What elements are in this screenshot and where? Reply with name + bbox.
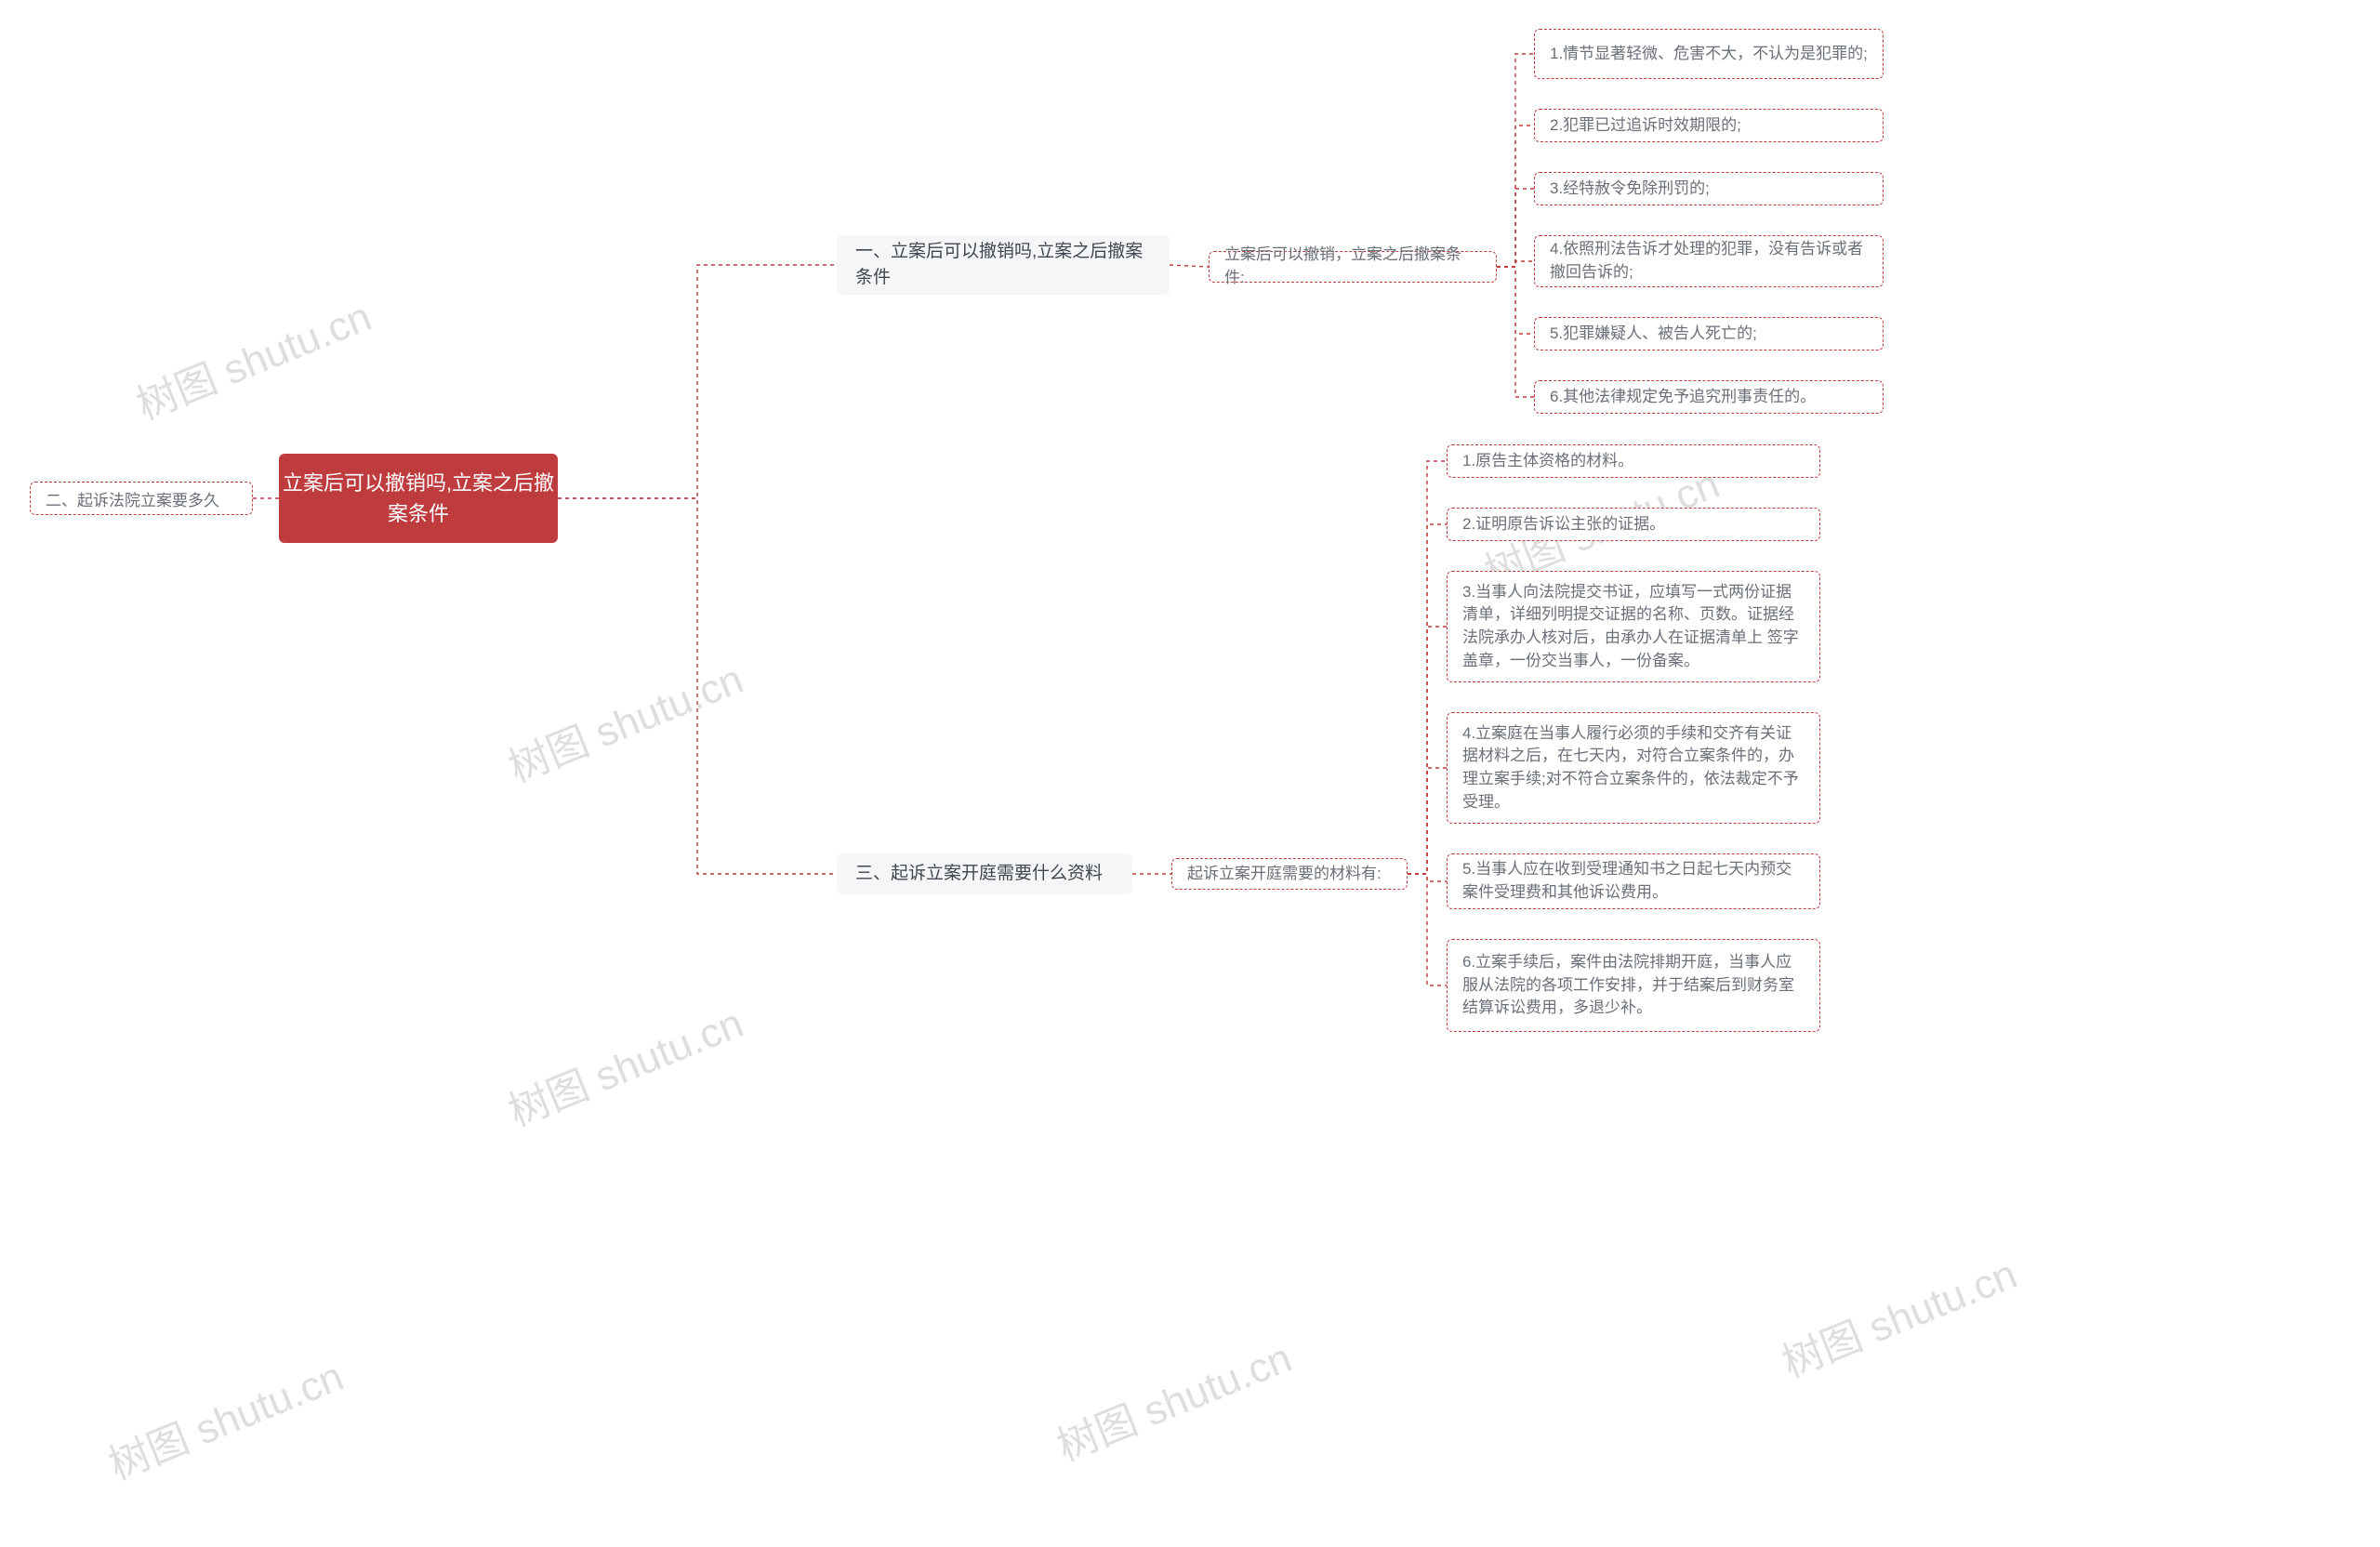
leaf-label: 3.经特赦令免除刑罚的; [1550, 178, 1710, 201]
root-node: 立案后可以撤销吗,立案之后撤案条件 [279, 454, 558, 543]
watermark: 树图 shutu.cn [1772, 1241, 2024, 1389]
mindmap-canvas: { "colors": { "root_bg": "#bf3c3e", "roo… [0, 0, 2380, 1547]
leaf-node: 2.犯罪已过追诉时效期限的; [1534, 109, 1884, 142]
leaf-node: 5.当事人应在收到受理通知书之日起七天内预交案件受理费和其他诉讼费用。 [1447, 853, 1820, 909]
branch1-mid-node: 立案后可以撤销，立案之后撤案条件: [1209, 251, 1497, 283]
mid-label: 起诉立案开庭需要的材料有: [1187, 863, 1382, 886]
leaf-node: 5.犯罪嫌疑人、被告人死亡的; [1534, 317, 1884, 350]
branch3-mid-node: 起诉立案开庭需要的材料有: [1171, 858, 1408, 890]
leaf-label: 1.原告主体资格的材料。 [1462, 450, 1633, 473]
leaf-node: 4.依照刑法告诉才处理的犯罪，没有告诉或者撤回告诉的; [1534, 235, 1884, 287]
watermark: 树图 shutu.cn [498, 646, 750, 794]
leaf-node: 6.立案手续后，案件由法院排期开庭，当事人应服从法院的各项工作安排，并于结案后到… [1447, 939, 1820, 1032]
branch-label: 一、立案后可以撤销吗,立案之后撤案条件 [855, 239, 1151, 292]
leaf-label: 4.依照刑法告诉才处理的犯罪，没有告诉或者撤回告诉的; [1550, 238, 1868, 284]
leaf-label: 2.犯罪已过追诉时效期限的; [1550, 114, 1741, 138]
left-branch-node: 二、起诉法院立案要多久 [30, 482, 253, 515]
leaf-label: 5.当事人应在收到受理通知书之日起七天内预交案件受理费和其他诉讼费用。 [1462, 858, 1805, 904]
leaf-label: 5.犯罪嫌疑人、被告人死亡的; [1550, 323, 1757, 346]
connector-layer [0, 0, 2380, 1547]
left-branch-label: 二、起诉法院立案要多久 [46, 487, 219, 510]
leaf-node: 6.其他法律规定免予追究刑事责任的。 [1534, 380, 1884, 414]
leaf-label: 6.其他法律规定免予追究刑事责任的。 [1550, 386, 1816, 409]
mid-label: 立案后可以撤销，立案之后撤案条件: [1224, 244, 1481, 289]
leaf-node: 1.情节显著轻微、危害不大，不认为是犯罪的; [1534, 29, 1884, 79]
leaf-label: 3.当事人向法院提交书证，应填写一式两份证据清单，详细列明提交证据的名称、页数。… [1462, 581, 1805, 673]
leaf-label: 1.情节显著轻微、危害不大，不认为是犯罪的; [1550, 43, 1868, 66]
leaf-label: 6.立案手续后，案件由法院排期开庭，当事人应服从法院的各项工作安排，并于结案后到… [1462, 951, 1805, 1020]
root-label: 立案后可以撤销吗,立案之后撤案条件 [279, 468, 558, 529]
watermark: 树图 shutu.cn [99, 1343, 350, 1491]
branch-label: 三、起诉立案开庭需要什么资料 [855, 861, 1103, 888]
leaf-label: 4.立案庭在当事人履行必须的手续和交齐有关证据材料之后，在七天内，对符合立案条件… [1462, 722, 1805, 814]
leaf-node: 3.当事人向法院提交书证，应填写一式两份证据清单，详细列明提交证据的名称、页数。… [1447, 571, 1820, 682]
leaf-label: 2.证明原告诉讼主张的证据。 [1462, 513, 1665, 536]
watermark: 树图 shutu.cn [126, 284, 378, 431]
branch-node-1: 一、立案后可以撤销吗,立案之后撤案条件 [837, 235, 1170, 295]
leaf-node: 1.原告主体资格的材料。 [1447, 444, 1820, 478]
branch-node-3: 三、起诉立案开庭需要什么资料 [837, 853, 1132, 894]
leaf-node: 4.立案庭在当事人履行必须的手续和交齐有关证据材料之后，在七天内，对符合立案条件… [1447, 712, 1820, 824]
leaf-node: 3.经特赦令免除刑罚的; [1534, 172, 1884, 205]
leaf-node: 2.证明原告诉讼主张的证据。 [1447, 508, 1820, 541]
watermark: 树图 shutu.cn [1047, 1325, 1299, 1473]
watermark: 树图 shutu.cn [498, 990, 750, 1138]
